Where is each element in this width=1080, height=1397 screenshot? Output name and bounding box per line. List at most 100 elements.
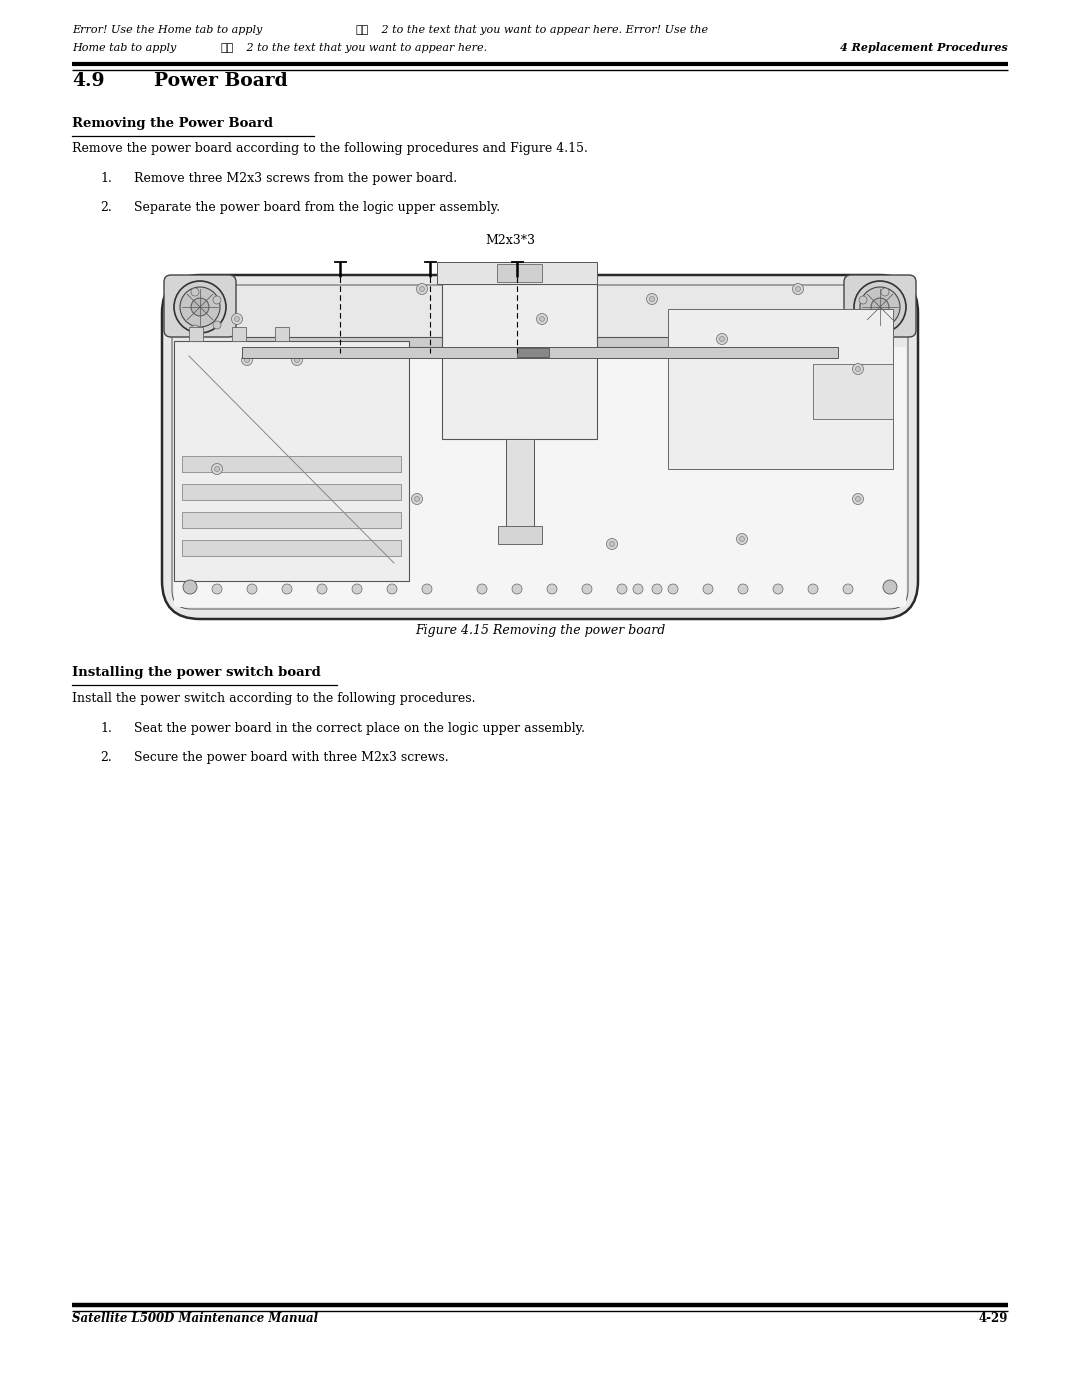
Circle shape [582, 584, 592, 594]
Circle shape [738, 584, 748, 594]
Text: Removing the Power Board: Removing the Power Board [72, 117, 273, 130]
Bar [437, 263, 597, 284]
Circle shape [716, 334, 728, 345]
Bar [174, 346, 906, 608]
Bar [237, 337, 843, 346]
Text: Satellite L500D Maintenance Manual: Satellite L500D Maintenance Manual [72, 1312, 319, 1324]
Bar [517, 348, 549, 358]
Text: 標題: 標題 [220, 43, 233, 53]
Bar [669, 309, 893, 469]
Circle shape [773, 584, 783, 594]
Circle shape [647, 293, 658, 305]
Circle shape [295, 358, 299, 362]
Bar [498, 527, 541, 543]
Text: 2 to the text that you want to appear here.: 2 to the text that you want to appear he… [243, 43, 487, 53]
Circle shape [191, 298, 210, 316]
Circle shape [213, 321, 221, 330]
Bar [275, 327, 289, 341]
Text: 2 to the text that you want to appear here. Error! Use the: 2 to the text that you want to appear he… [378, 25, 708, 35]
Circle shape [242, 355, 253, 366]
Bar [242, 346, 838, 358]
Circle shape [740, 536, 744, 542]
Circle shape [793, 284, 804, 295]
Text: 標題: 標題 [355, 25, 368, 35]
Bar [497, 264, 542, 282]
Circle shape [881, 326, 889, 332]
Circle shape [191, 288, 199, 296]
Circle shape [512, 584, 522, 594]
Text: Installing the power switch board: Installing the power switch board [72, 666, 321, 679]
Circle shape [855, 496, 861, 502]
Circle shape [387, 584, 397, 594]
Text: 4.9: 4.9 [72, 73, 105, 89]
Bar [183, 455, 401, 472]
Circle shape [843, 584, 853, 594]
Circle shape [617, 584, 627, 594]
Circle shape [719, 337, 725, 341]
FancyBboxPatch shape [164, 275, 237, 337]
Bar [232, 327, 246, 341]
Text: M2x3*3: M2x3*3 [485, 235, 535, 247]
Bar [183, 541, 401, 556]
Circle shape [860, 286, 900, 327]
Text: Power Board: Power Board [154, 73, 287, 89]
Circle shape [215, 467, 219, 472]
Circle shape [247, 584, 257, 594]
Circle shape [183, 580, 197, 594]
Text: Install the power switch according to the following procedures.: Install the power switch according to th… [72, 692, 475, 705]
Circle shape [213, 296, 221, 305]
Circle shape [419, 286, 424, 292]
Bar [174, 341, 409, 581]
Circle shape [282, 584, 292, 594]
Circle shape [883, 580, 897, 594]
Bar [505, 439, 534, 529]
Text: Seat the power board in the correct place on the logic upper assembly.: Seat the power board in the correct plac… [134, 722, 585, 735]
Circle shape [174, 281, 226, 332]
Circle shape [477, 584, 487, 594]
Circle shape [607, 538, 618, 549]
Circle shape [540, 317, 544, 321]
Circle shape [854, 281, 906, 332]
Circle shape [352, 584, 362, 594]
Circle shape [796, 286, 800, 292]
Text: Home tab to apply: Home tab to apply [72, 43, 179, 53]
Text: 2.: 2. [100, 201, 111, 214]
Circle shape [633, 584, 643, 594]
Circle shape [417, 284, 428, 295]
Circle shape [234, 317, 240, 321]
Circle shape [652, 584, 662, 594]
Text: Remove the power board according to the following procedures and Figure 4.15.: Remove the power board according to the … [72, 142, 588, 155]
Circle shape [212, 464, 222, 475]
Circle shape [422, 584, 432, 594]
Text: 1.: 1. [100, 172, 112, 184]
Circle shape [852, 493, 864, 504]
Text: Remove three M2x3 screws from the power board.: Remove three M2x3 screws from the power … [134, 172, 457, 184]
Bar [442, 284, 597, 439]
Circle shape [292, 355, 302, 366]
Circle shape [870, 298, 889, 316]
Circle shape [231, 313, 243, 324]
Text: Error! Use the Home tab to apply: Error! Use the Home tab to apply [72, 25, 266, 35]
Circle shape [537, 313, 548, 324]
Circle shape [180, 286, 220, 327]
Circle shape [318, 584, 327, 594]
Circle shape [244, 358, 249, 362]
Circle shape [808, 584, 818, 594]
Circle shape [881, 288, 889, 296]
Circle shape [852, 363, 864, 374]
Text: 4-29: 4-29 [978, 1312, 1008, 1324]
Text: 2.: 2. [100, 752, 111, 764]
Circle shape [609, 542, 615, 546]
Circle shape [546, 584, 557, 594]
Bar [183, 483, 401, 500]
Circle shape [855, 366, 861, 372]
Bar [813, 365, 893, 419]
Text: 4 Replacement Procedures: 4 Replacement Procedures [840, 42, 1008, 53]
FancyBboxPatch shape [843, 275, 916, 337]
Circle shape [415, 496, 419, 502]
Text: Separate the power board from the logic upper assembly.: Separate the power board from the logic … [134, 201, 500, 214]
Circle shape [703, 584, 713, 594]
Circle shape [411, 493, 422, 504]
Text: Secure the power board with three M2x3 screws.: Secure the power board with three M2x3 s… [134, 752, 448, 764]
Bar [189, 327, 203, 341]
